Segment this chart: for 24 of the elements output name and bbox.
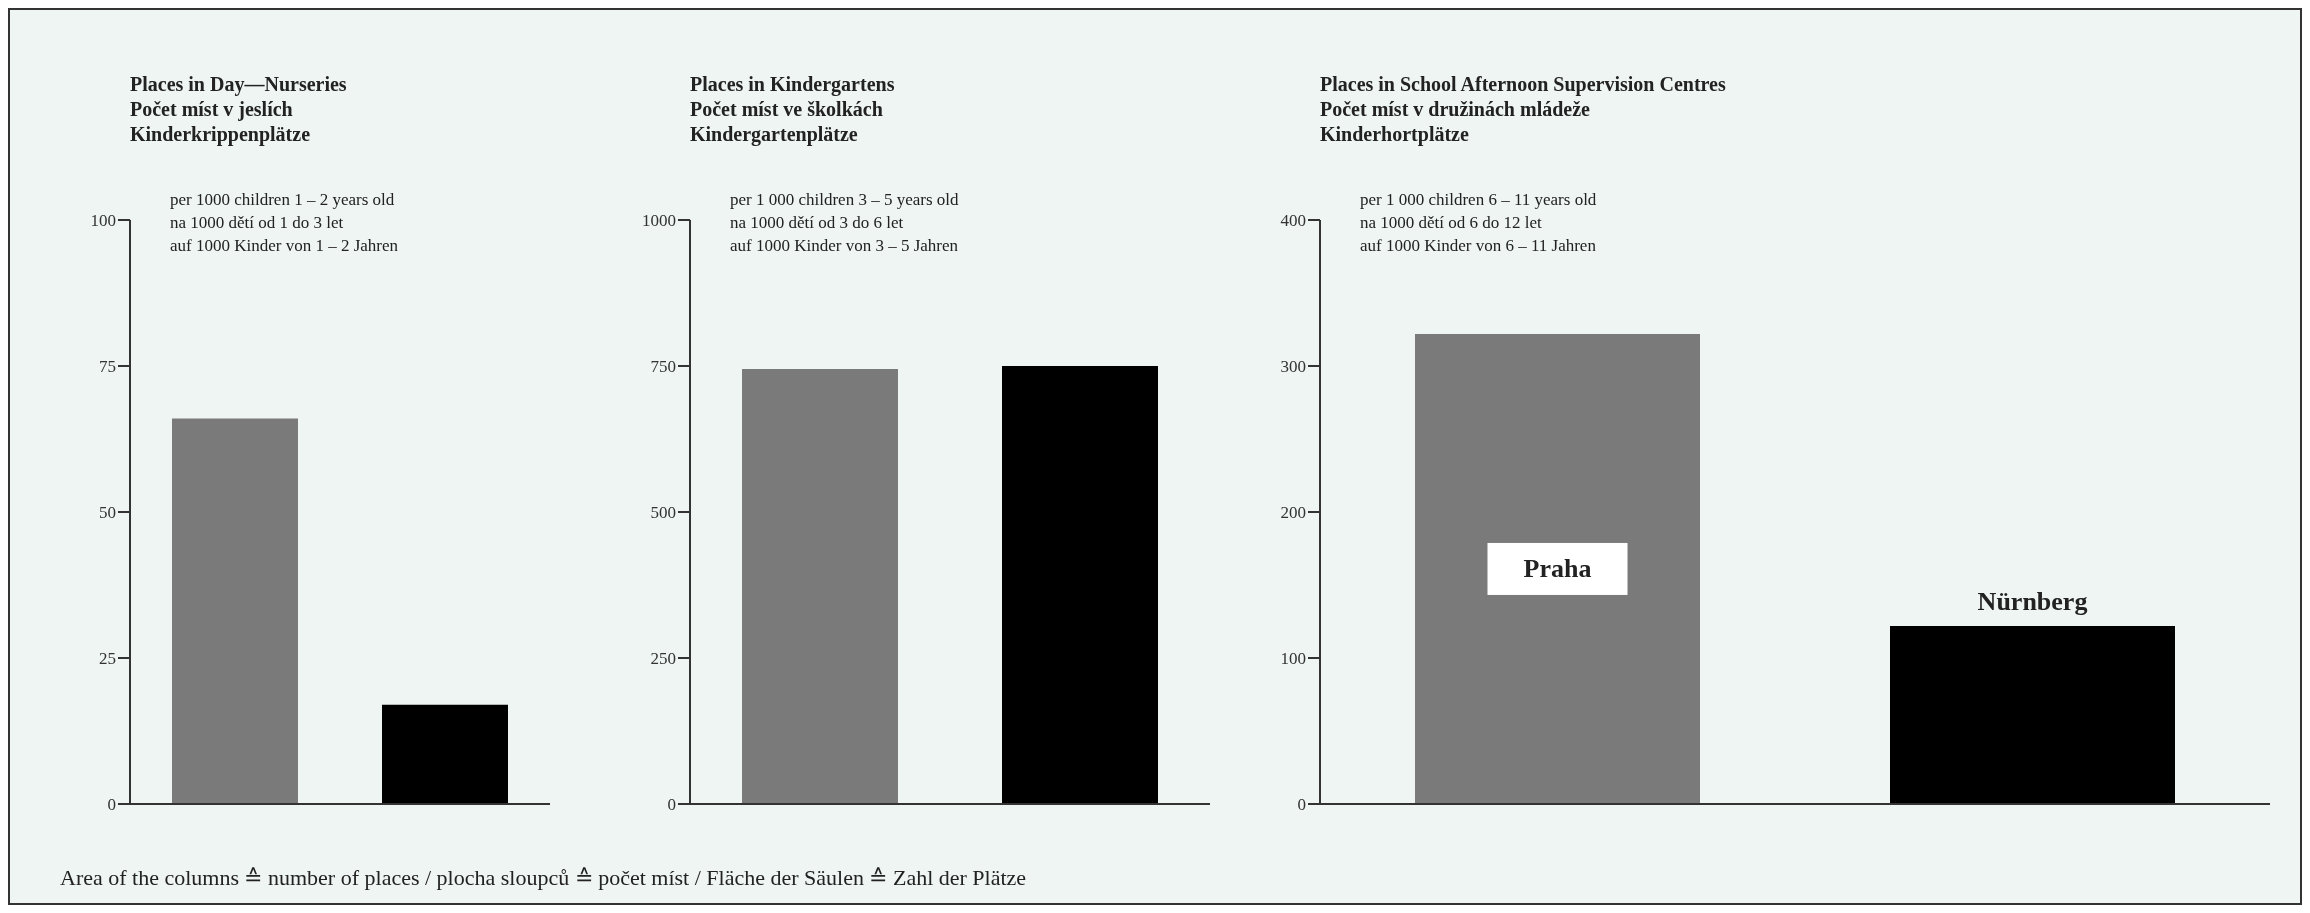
chart-title: Places in School Afternoon Supervision Centres Počet míst v družinách mládeže Kinderhortplätze bbox=[1320, 72, 1726, 147]
x-tick-label: Praha bbox=[1523, 554, 1592, 584]
y-tick-label: 300 bbox=[1280, 357, 1306, 377]
chart-subtitle: per 1000 children 1 – 2 years old na 1000 dětí od 1 do 3 let auf 1000 Kinder von 1 – 2 Jahren bbox=[170, 189, 399, 257]
text: Area of the columns ≙ number of places / plocha sloupců ≙ počet míst / Fläche der Säulen ≙ Zahl der Plätze bbox=[60, 865, 1027, 891]
y-tick-label: 400 bbox=[1280, 211, 1306, 231]
y-tick-label: 25 bbox=[99, 649, 116, 669]
y-tick-label: 500 bbox=[650, 503, 676, 523]
x-tick-label: Nürnberg bbox=[1977, 586, 2088, 616]
y-tick-label: 200 bbox=[1280, 503, 1306, 523]
chart-title: Places in Kindergartens Počet míst ve školkách Kindergartenplätze bbox=[690, 72, 895, 147]
y-tick-label: 0 bbox=[107, 795, 116, 815]
y-tick-label: 75 bbox=[99, 357, 116, 377]
y-tick-label: 0 bbox=[667, 795, 676, 815]
chart-title: Places in Day—Nurseries Počet míst v jeslích Kinderkrippenplätze bbox=[130, 72, 347, 147]
y-tick-label: 100 bbox=[90, 211, 116, 231]
chart-subtitle: per 1 000 children 3 – 5 years old na 1000 dětí od 3 do 6 let auf 1000 Kinder von 3 – 5 Jahren bbox=[730, 189, 959, 257]
y-tick-label: 250 bbox=[650, 649, 676, 669]
y-tick-label: 50 bbox=[99, 503, 116, 523]
chart-subtitle: per 1 000 children 6 – 11 years old na 1000 dětí od 6 do 12 let auf 1000 Kinder von 6 – 11 Jahren bbox=[1360, 189, 1597, 257]
y-tick-label: 1000 bbox=[642, 211, 676, 231]
y-tick-label: 100 bbox=[1280, 649, 1306, 669]
y-tick-label: 0 bbox=[1297, 795, 1306, 815]
y-tick-label: 750 bbox=[650, 357, 676, 377]
